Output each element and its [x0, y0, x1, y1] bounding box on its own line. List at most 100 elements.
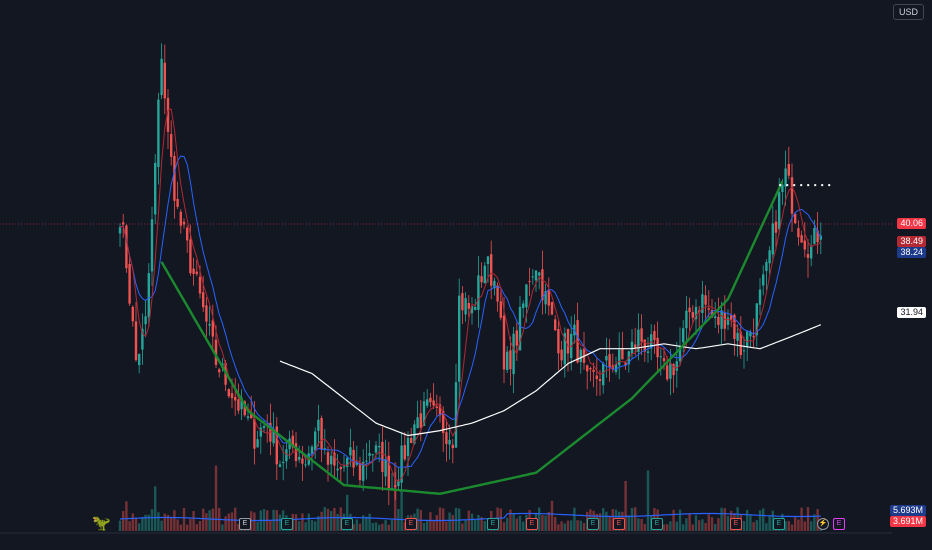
candle-body: [746, 331, 749, 348]
volume-bar: [221, 524, 224, 531]
earnings-marker[interactable]: E: [526, 518, 538, 530]
volume-bar: [202, 508, 205, 531]
volume-bar: [477, 514, 480, 531]
volume-bar: [381, 523, 384, 531]
candle-body: [701, 294, 704, 313]
currency-button[interactable]: USD: [892, 4, 924, 20]
candle-body: [518, 306, 522, 351]
candle-body: [720, 310, 723, 329]
volume-bar: [374, 522, 378, 531]
volume-bar: [442, 508, 445, 531]
earnings-marker[interactable]: E: [239, 518, 251, 530]
volume-bar: [810, 521, 813, 531]
candle-body: [144, 316, 147, 325]
earnings-marker[interactable]: E: [730, 518, 742, 530]
candle-body: [208, 324, 211, 326]
candle-body: [397, 481, 400, 487]
volume-bar: [234, 507, 237, 531]
volume-bar: [163, 513, 166, 531]
candle-body: [474, 306, 477, 310]
volume-bar: [582, 522, 586, 531]
candle-body: [723, 312, 726, 329]
earnings-marker[interactable]: E: [281, 518, 293, 530]
volume-bar: [432, 520, 435, 531]
volume-bar: [797, 519, 800, 531]
volume-bar: [310, 520, 314, 531]
candle-body: [176, 199, 179, 207]
candle-body: [653, 331, 656, 341]
volume-bar: [557, 524, 560, 531]
candle-body: [784, 168, 787, 187]
candle-body: [141, 328, 144, 350]
earnings-marker[interactable]: E: [833, 518, 845, 530]
dividend-flash-icon[interactable]: ⚡: [817, 518, 829, 530]
candle-body: [566, 328, 570, 354]
volume-bar: [742, 520, 746, 531]
candle-body: [480, 276, 483, 283]
earnings-marker[interactable]: E: [773, 518, 785, 530]
candle-body: [605, 355, 608, 361]
candle-body: [426, 399, 429, 406]
candle-body: [470, 305, 474, 314]
volume-bar: [352, 524, 355, 531]
cup-pattern-curve[interactable]: [160, 180, 784, 496]
volume-bar: [118, 520, 122, 531]
candle-body: [662, 358, 666, 362]
earnings-marker[interactable]: E: [487, 518, 499, 530]
earnings-marker[interactable]: E: [613, 518, 625, 530]
volume-bar: [576, 520, 579, 531]
candle-body: [275, 426, 278, 465]
candle-body: [198, 276, 202, 294]
earnings-marker[interactable]: E: [587, 518, 599, 530]
candle-body: [403, 445, 406, 460]
candle-body: [752, 335, 755, 337]
earnings-marker[interactable]: E: [341, 518, 353, 530]
candle-body: [816, 230, 819, 243]
candle-body: [186, 227, 189, 241]
candle-body: [730, 315, 733, 320]
candle-body: [506, 351, 509, 371]
candle-body: [205, 305, 208, 322]
volume-bar: [790, 524, 794, 531]
candle-body: [598, 379, 602, 382]
candle-body: [326, 452, 330, 465]
candle-body: [435, 406, 438, 408]
candle-body: [586, 365, 589, 372]
candle-body: [154, 162, 157, 215]
volume-bar: [400, 489, 403, 531]
candle-body: [771, 223, 774, 255]
candle-body: [320, 417, 323, 450]
candle-body: [819, 235, 822, 240]
candle-body: [259, 427, 262, 437]
candle-body: [768, 250, 771, 264]
earnings-marker[interactable]: E: [405, 518, 417, 530]
candle-body: [493, 280, 496, 289]
candle-body: [150, 219, 154, 272]
volume-bar: [522, 521, 525, 531]
volume-bar: [646, 470, 650, 531]
candle-body: [592, 369, 595, 372]
candle-body: [541, 269, 544, 301]
volume-bar: [694, 515, 698, 531]
candle-body: [230, 393, 234, 399]
candle-body: [614, 363, 618, 372]
candle-body: [317, 419, 320, 431]
candle-body: [755, 303, 758, 336]
candle-body: [464, 298, 467, 315]
volume-bar: [717, 518, 720, 531]
earnings-marker[interactable]: E: [651, 518, 663, 530]
candle-body: [336, 468, 339, 471]
volume-bar: [134, 517, 138, 531]
candle-body: [502, 315, 506, 370]
candle-body: [602, 363, 605, 386]
volume-bar: [598, 513, 602, 531]
volume-bar: [346, 494, 349, 531]
candle-body: [496, 285, 499, 302]
volume-bar: [330, 511, 333, 531]
candle-body: [790, 177, 794, 214]
volume-bar: [208, 510, 211, 531]
volume-bar: [253, 512, 256, 531]
volume-bar: [336, 513, 339, 531]
volume-bar: [608, 515, 611, 531]
